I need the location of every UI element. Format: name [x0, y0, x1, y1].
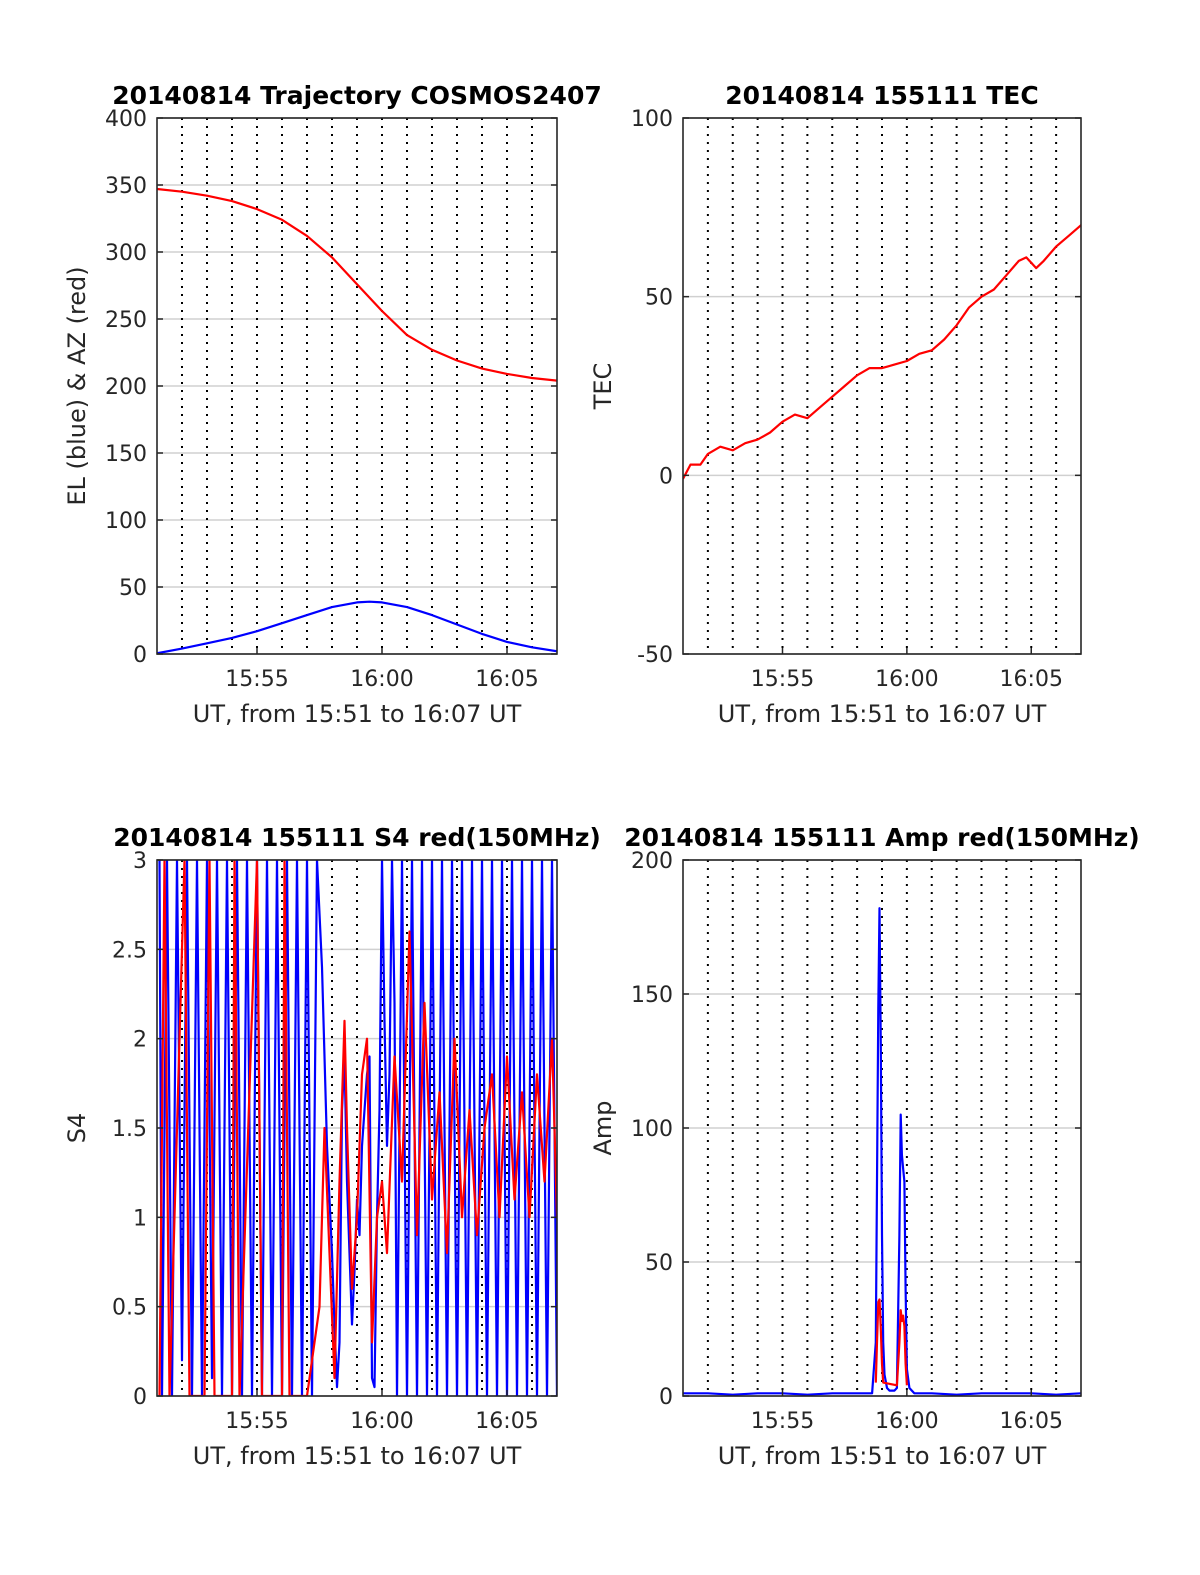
amp-xtick-label-2: 16:05	[1000, 1409, 1063, 1434]
amp-series-1	[874, 1298, 908, 1387]
tec-xtick-label-2: 16:05	[1000, 667, 1063, 692]
s4-ytick-label-4: 2	[133, 1028, 147, 1053]
s4-ytick-label-6: 3	[133, 849, 147, 874]
trajectory-series-0	[157, 187, 557, 382]
tec-series-0	[683, 223, 1081, 480]
tec-panel: -50 0 50 100 15:55 16:00 16:05 20140814 155111 …	[589, 81, 1082, 728]
amp-title: 20140814 155111 Amp red(150MHz)	[624, 823, 1140, 852]
tec-ytick-label-0: -50	[637, 643, 673, 668]
trajectory-panel: 0 50 100 150 200 250 300 350 400 15:55 16:00 16:05 2…	[63, 81, 602, 728]
trajectory-ytick-label-6: 300	[105, 241, 147, 266]
tec-xtick-label-0: 15:55	[751, 667, 814, 692]
trajectory-ytick-label-2: 100	[105, 509, 147, 534]
trajectory-xtick-label-2: 16:05	[475, 667, 538, 692]
s4-ytick-label-2: 1	[133, 1206, 147, 1231]
trajectory-xlabel: UT, from 15:51 to 16:07 UT	[193, 700, 522, 728]
trajectory-title: 20140814 Trajectory COSMOS2407	[112, 81, 602, 110]
s4-ytick-label-3: 1.5	[112, 1117, 147, 1142]
s4-series-0	[158, 860, 557, 1396]
trajectory-ytick-label-0: 0	[133, 643, 147, 668]
trajectory-ytick-label-8: 400	[105, 107, 147, 132]
trajectory-xtick-label-1: 16:00	[350, 667, 413, 692]
s4-xtick-label-0: 15:55	[225, 1409, 288, 1434]
s4-title: 20140814 155111 S4 red(150MHz)	[113, 823, 601, 852]
trajectory-ytick-label-7: 350	[105, 174, 147, 199]
tec-xtick-label-1: 16:00	[875, 667, 938, 692]
tec-xlabel: UT, from 15:51 to 16:07 UT	[718, 700, 1047, 728]
s4-xtick-label-2: 16:05	[475, 1409, 538, 1434]
amp-series-0	[683, 907, 1081, 1396]
tec-ylabel: TEC	[589, 363, 617, 411]
s4-ytick-label-0: 0	[133, 1385, 147, 1410]
s4-xlabel: UT, from 15:51 to 16:07 UT	[193, 1442, 522, 1470]
amp-ytick-label-0: 0	[659, 1385, 673, 1410]
trajectory-ylabel: EL (blue) & AZ (red)	[63, 266, 91, 505]
amp-ytick-label-2: 100	[631, 1117, 673, 1142]
amp-ylabel: Amp	[589, 1100, 617, 1155]
s4-series-1	[158, 860, 557, 1396]
tec-ytick-label-3: 100	[631, 107, 673, 132]
tec-title: 20140814 155111 TEC	[725, 81, 1038, 110]
amp-ytick-label-4: 200	[631, 849, 673, 874]
amp-xtick-label-1: 16:00	[875, 1409, 938, 1434]
trajectory-ytick-label-5: 250	[105, 308, 147, 333]
tec-ytick-label-2: 50	[645, 286, 673, 311]
trajectory-series-1	[157, 600, 557, 654]
s4-ylabel: S4	[63, 1113, 91, 1144]
trajectory-xtick-label-0: 15:55	[225, 667, 288, 692]
s4-ytick-label-5: 2.5	[112, 938, 147, 963]
amp-xlabel: UT, from 15:51 to 16:07 UT	[718, 1442, 1047, 1470]
amp-xtick-label-0: 15:55	[751, 1409, 814, 1434]
trajectory-ytick-label-1: 50	[119, 576, 147, 601]
trajectory-ytick-label-3: 150	[105, 442, 147, 467]
trajectory-ytick-label-4: 200	[105, 375, 147, 400]
tec-axes-box	[682, 117, 1082, 655]
s4-ytick-label-1: 0.5	[112, 1296, 147, 1321]
s4-panel: 0 0.5 1 1.5 2 2.5 3 15:55 16:00 16:05 20140814 155…	[63, 823, 601, 1470]
amp-panel: 0 50 100 150 200 15:55 16:00 16:05 20140814 1551…	[589, 823, 1140, 1470]
s4-xtick-label-1: 16:00	[350, 1409, 413, 1434]
tec-ytick-label-1: 0	[659, 464, 673, 489]
amp-ytick-label-3: 150	[631, 983, 673, 1008]
amp-ytick-label-1: 50	[645, 1251, 673, 1276]
